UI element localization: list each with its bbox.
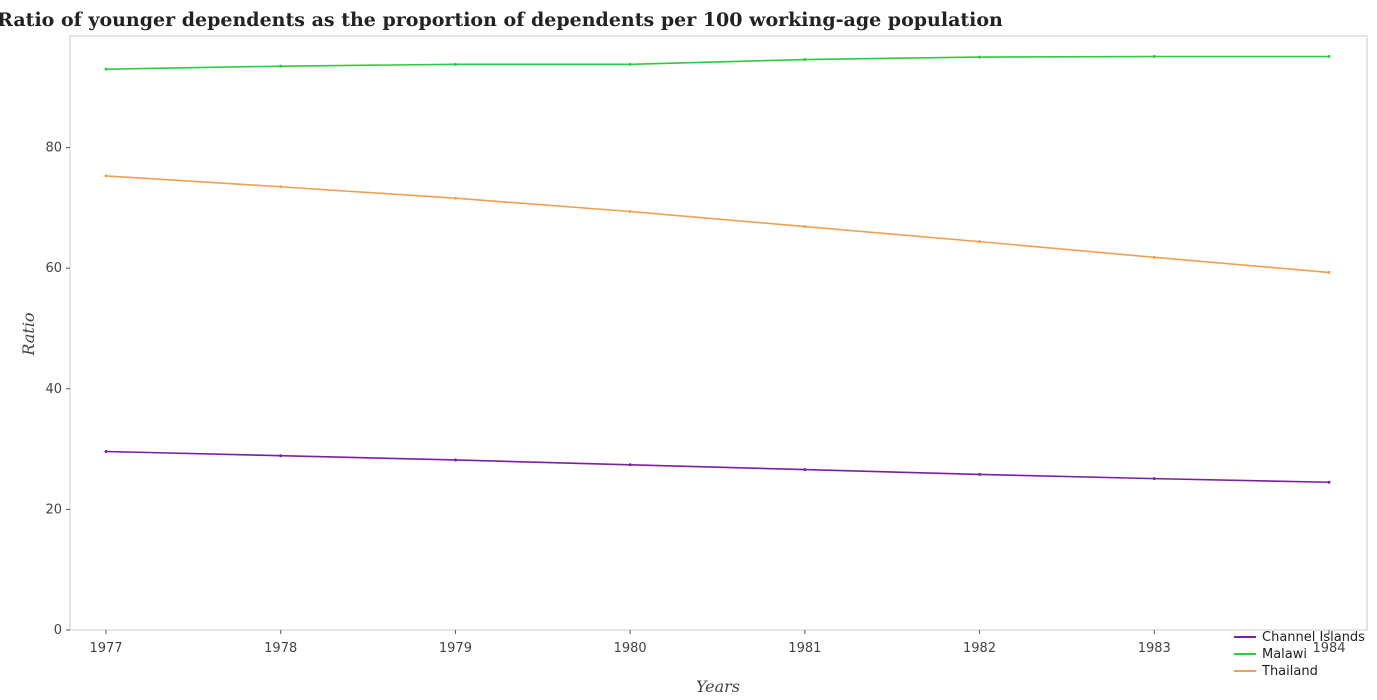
x-axis-ticks: 1977 1978 1979 1980 1981 1982 1983 1984 [89,630,1346,656]
y-axis-label: Ratio [19,312,38,356]
data-point-malawi [978,55,982,59]
x-tick-label: 1980 [614,641,647,656]
data-point-thailand [803,225,807,229]
data-point-channel-islands [1152,477,1156,481]
x-tick-label: 1983 [1138,641,1171,656]
data-point-channel-islands [279,454,283,458]
data-point-channel-islands [453,458,457,462]
y-tick-label: 60 [45,261,62,276]
data-point-malawi [1152,55,1156,59]
series-line-malawi [105,55,1329,70]
chart-title: Ratio of younger dependents as the propo… [0,9,1003,31]
legend-label-malawi: Malawi [1262,647,1307,662]
y-tick-label: 40 [45,382,62,397]
data-point-thailand [1152,255,1156,259]
data-point-thailand [1327,270,1331,274]
y-tick-label: 80 [45,141,62,156]
data-point-thailand [279,185,283,189]
x-tick-label: 1984 [1312,641,1345,656]
data-point-malawi [104,67,108,71]
data-point-malawi [628,62,632,66]
legend-label-thailand: Thailand [1261,664,1318,679]
series-lines [104,55,1331,484]
x-tick-label: 1981 [788,641,821,656]
data-point-channel-islands [978,472,982,476]
data-point-thailand [453,196,457,200]
x-tick-label: 1982 [963,641,996,656]
data-point-malawi [453,62,457,66]
x-tick-label: 1979 [439,641,472,656]
data-point-malawi [279,64,283,68]
plot-area [69,35,1368,631]
data-point-thailand [104,174,108,178]
series-line-thailand [105,175,1330,274]
series-line-channel-islands [105,450,1330,484]
data-point-channel-islands [803,468,807,472]
data-point-channel-islands [104,449,108,453]
y-tick-label: 20 [45,502,62,517]
data-point-channel-islands [628,463,632,467]
y-axis-ticks: 0 20 40 60 80 [45,141,70,638]
data-point-malawi [803,58,807,62]
y-tick-label: 0 [54,623,62,638]
data-point-thailand [978,240,982,244]
x-tick-label: 1978 [264,641,297,656]
data-point-thailand [628,209,632,213]
legend-label-channel-islands: Channel Islands [1262,630,1365,645]
legend: Channel Islands Malawi Thailand [1234,630,1365,679]
x-tick-label: 1977 [89,641,122,656]
x-axis-label: Years [696,677,740,696]
data-point-channel-islands [1327,480,1331,484]
data-point-malawi [1327,55,1331,59]
